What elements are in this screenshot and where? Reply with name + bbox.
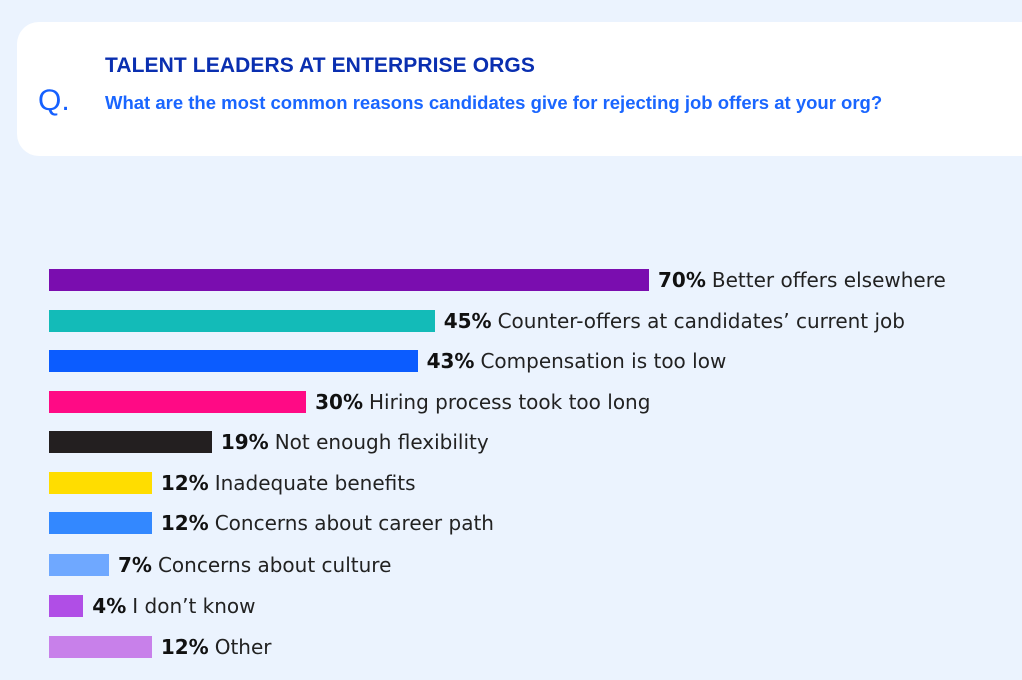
bar-label: 12% Other xyxy=(161,635,272,659)
bar-row: 4% I don’t know xyxy=(49,594,256,618)
value-label: 19% xyxy=(220,430,269,454)
bar-label: 19% Not enough flexibility xyxy=(221,430,489,454)
value-label: 43% xyxy=(426,349,475,373)
bar-row: 12% Concerns about career path xyxy=(49,511,494,535)
bar-label: 30% Hiring process took too long xyxy=(315,390,650,414)
bar-row: 45% Counter-offers at candidates’ current… xyxy=(49,309,905,333)
category-label: Not enough flexibility xyxy=(274,430,489,454)
category-label: Compensation is too low xyxy=(480,349,727,373)
value-label: 12% xyxy=(160,471,209,495)
bar xyxy=(49,512,152,534)
bar-row: 43% Compensation is too low xyxy=(49,349,727,373)
bar-label: 12% Inadequate benefits xyxy=(161,471,416,495)
bar-row: 12% Other xyxy=(49,635,272,659)
category-label: Better offers elsewhere xyxy=(711,268,946,292)
value-label: 4% xyxy=(92,594,127,618)
question-text: What are the most common reasons candida… xyxy=(105,92,883,113)
value-label: 45% xyxy=(443,309,492,333)
category-label: Inadequate benefits xyxy=(214,471,416,495)
bar xyxy=(49,269,649,291)
category-label: Concerns about culture xyxy=(157,553,392,577)
bar-row: 7% Concerns about culture xyxy=(49,553,391,577)
bar-row: 70% Better offers elsewhere xyxy=(49,268,946,292)
question-card xyxy=(17,22,1022,156)
bar xyxy=(49,472,152,494)
bar-row: 19% Not enough flexibility xyxy=(49,430,489,454)
bar xyxy=(49,350,418,372)
bar-label: 43% Compensation is too low xyxy=(427,349,727,373)
bar-row: 12% Inadequate benefits xyxy=(49,471,416,495)
bar xyxy=(49,391,307,413)
kicker-title: TALENT LEADERS AT ENTERPRISE ORGS xyxy=(105,54,535,77)
category-label: Concerns about career path xyxy=(214,511,494,535)
bar xyxy=(49,636,152,658)
bar-row: 30% Hiring process took too long xyxy=(49,390,650,414)
category-label: I don’t know xyxy=(132,594,256,618)
category-label: Hiring process took too long xyxy=(369,390,651,414)
category-label: Counter-offers at candidates’ current jo… xyxy=(497,309,905,333)
bar xyxy=(49,554,109,576)
value-label: 12% xyxy=(160,511,209,535)
bar-label: 7% Concerns about culture xyxy=(118,553,391,577)
bar-label: 45% Counter-offers at candidates’ current… xyxy=(444,309,905,333)
value-label: 12% xyxy=(160,635,209,659)
bar xyxy=(49,595,84,617)
bar xyxy=(49,431,212,453)
bar-label: 4% I don’t know xyxy=(92,594,255,618)
value-label: 7% xyxy=(118,553,152,577)
bar-label: 12% Concerns about career path xyxy=(161,511,494,535)
category-label: Other xyxy=(214,635,272,659)
bar-label: 70% Better offers elsewhere xyxy=(658,268,946,292)
q-mark: Q. xyxy=(38,84,70,117)
value-label: 30% xyxy=(315,390,364,414)
bar xyxy=(49,310,435,332)
value-label: 70% xyxy=(658,268,706,292)
